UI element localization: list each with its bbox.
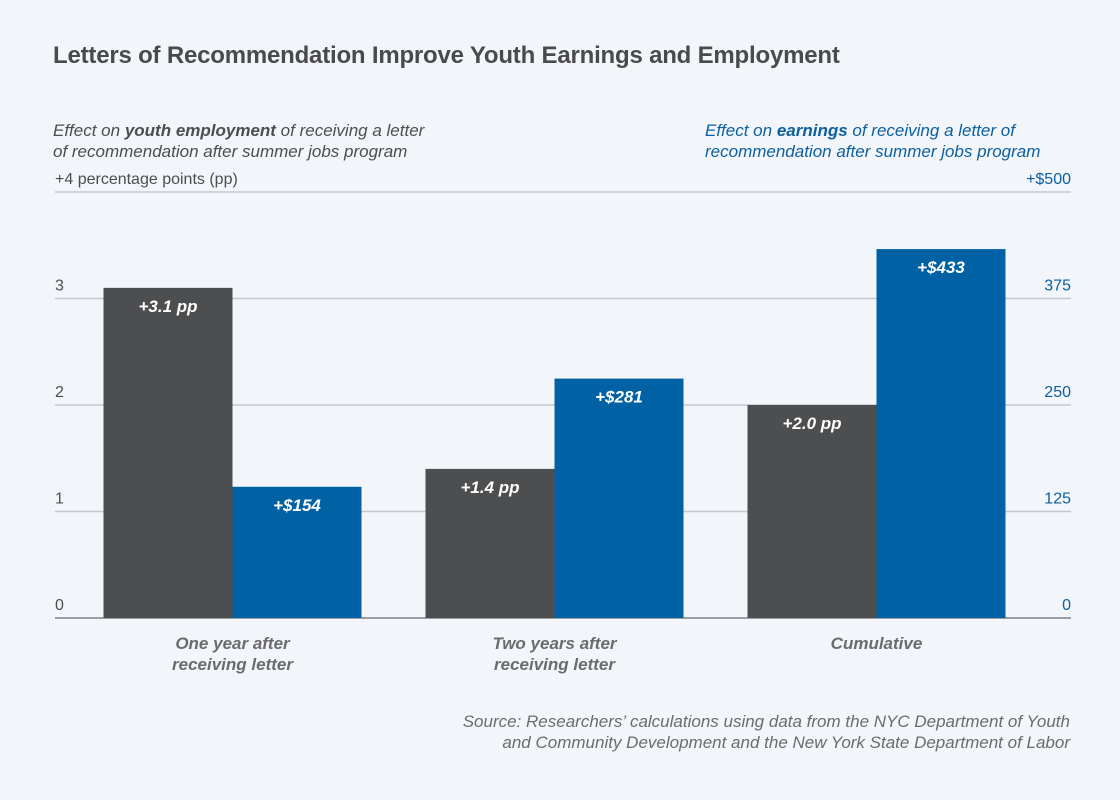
chart-title: Letters of Recommendation Improve Youth …	[53, 42, 840, 69]
category-label: receiving letter	[494, 655, 616, 674]
right-axis-title-suffix: of receiving a letter of	[847, 121, 1015, 140]
category-labels: One year after receiving letter Two years …	[172, 634, 922, 674]
employment-bar-label: +2.0 pp	[782, 414, 841, 433]
category-label: One year after	[175, 634, 291, 653]
earnings-bar	[232, 486, 362, 618]
right-axis-title-bold: earnings	[776, 121, 848, 140]
left-axis-title-suffix: of receiving a letter	[275, 121, 425, 140]
source-line-2: and Community Development and the New Yo…	[502, 733, 1070, 752]
right-tick-label: 250	[1044, 384, 1071, 401]
employment-bar-label: +1.4 pp	[460, 478, 519, 497]
earnings-bar-label: +$281	[595, 388, 643, 407]
right-axis-title-prefix: Effect on	[705, 121, 777, 140]
right-axis-title: Effect on earnings of receiving a letter…	[705, 120, 1085, 162]
left-axis-title-prefix: Effect on	[53, 121, 125, 140]
left-tick-label: 0	[55, 597, 64, 614]
category-label: Two years after	[492, 634, 617, 653]
right-tick-label: +$500	[1026, 171, 1071, 188]
right-tick-label: 125	[1044, 491, 1071, 508]
source-note: Source: Researchers’ calculations using …	[463, 711, 1070, 753]
employment-bar	[747, 405, 877, 618]
left-tick-label: 1	[55, 491, 64, 508]
employment-bar	[425, 468, 555, 618]
left-axis-title-bold: youth employment	[124, 121, 276, 140]
left-axis-title: Effect on youth employment of receiving …	[53, 120, 473, 162]
earnings-bar-label: +$154	[273, 496, 321, 515]
axis-ticks: 0 1 2 3 +4 percentage points (pp) 0 125 250 375 +…	[55, 171, 1071, 614]
left-tick-label: 2	[55, 384, 64, 401]
left-tick-label: +4 percentage points (pp)	[55, 171, 238, 188]
employment-bar-label: +3.1 pp	[138, 297, 197, 316]
source-line-1: Source: Researchers’ calculations using …	[462, 712, 1070, 731]
category-label: receiving letter	[172, 655, 294, 674]
left-axis-title-line2: of recommendation after summer jobs prog…	[53, 142, 408, 161]
right-axis-title-line2: recommendation after summer jobs program	[705, 142, 1041, 161]
earnings-bar-label: +$433	[917, 258, 965, 277]
earnings-bar	[554, 378, 684, 618]
right-tick-label: 375	[1044, 278, 1071, 295]
bars: +3.1 pp +$154 +1.4 pp +$281 +2.0 pp +$433	[103, 249, 1006, 619]
left-tick-label: 3	[55, 278, 64, 295]
category-label: Cumulative	[831, 634, 923, 653]
right-tick-label: 0	[1062, 597, 1071, 614]
earnings-bar	[876, 249, 1006, 619]
employment-bar	[103, 287, 233, 618]
